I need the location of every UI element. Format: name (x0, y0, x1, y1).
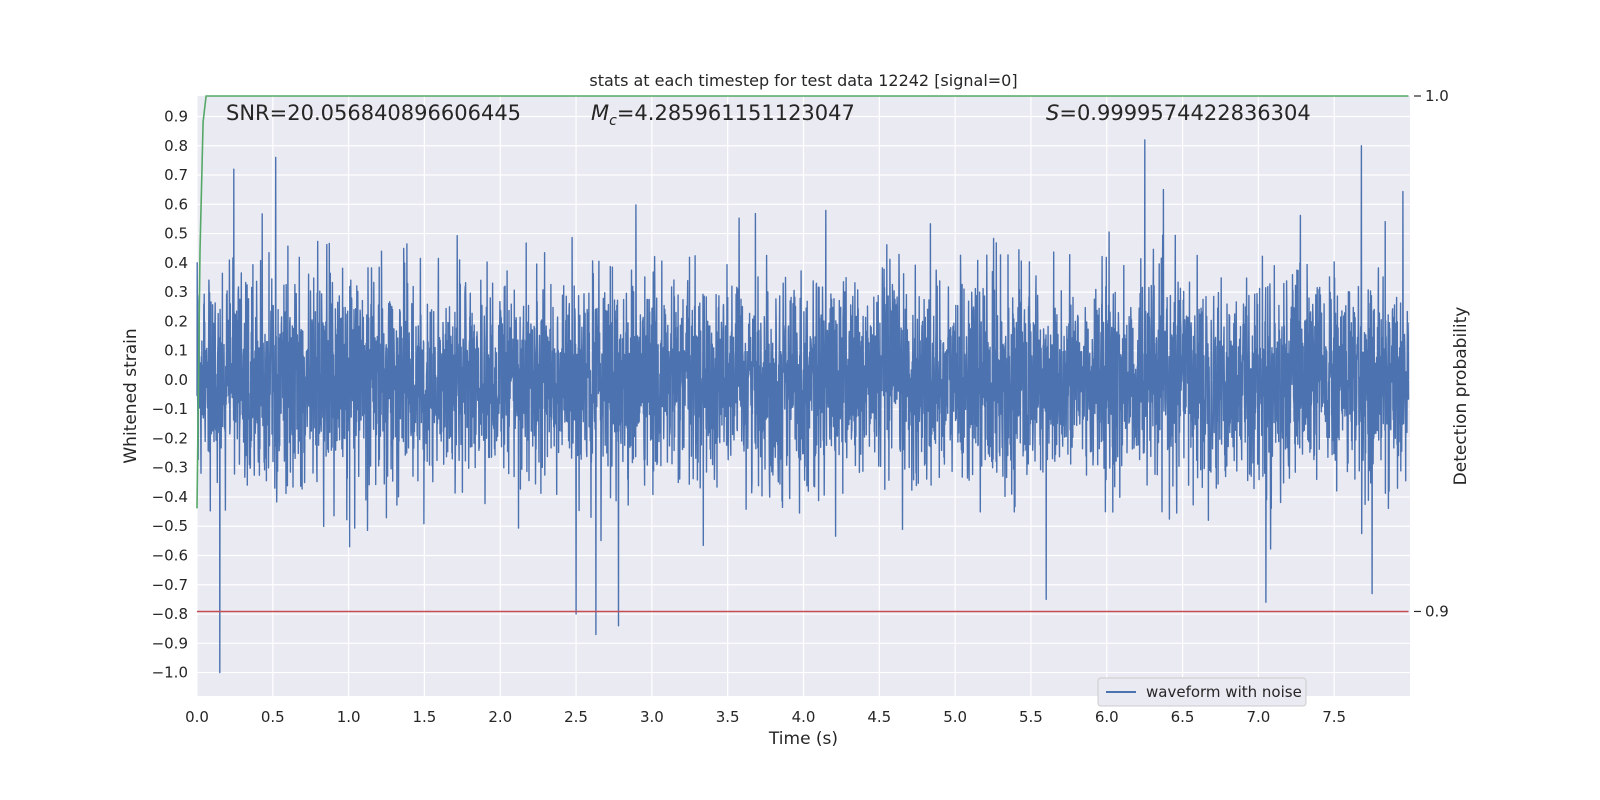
chirp-mass-value: =4.285961151123047 (617, 101, 855, 125)
right-axis-ticks: 1.0 0.9 (1414, 87, 1449, 620)
y-tick-label: 0.8 (164, 137, 188, 155)
x-axis-ticks: 0.0 0.5 1.0 1.5 2.0 2.5 3.0 3.5 4.0 4.5 5.0 5.5 6.0 6… (185, 708, 1346, 726)
waveform-line (196, 139, 1410, 674)
x-tick-label: 1.0 (337, 708, 361, 726)
legend-label: waveform with noise (1146, 683, 1302, 701)
y-tick-label: 0.5 (164, 225, 188, 243)
x-tick-label: 0.0 (185, 708, 209, 726)
legend: waveform with noise (1097, 677, 1307, 707)
x-tick-label: 6.0 (1095, 708, 1119, 726)
statistic-value: =0.9999574422836304 (1059, 101, 1310, 125)
x-tick-label: 2.0 (488, 708, 512, 726)
y-axis-label: Whitened strain (121, 328, 141, 463)
y-tick-label: −0.1 (152, 400, 188, 418)
x-tick-label: 3.5 (716, 708, 740, 726)
y-tick-label: −0.5 (152, 517, 188, 535)
y-axis-ticks: 0.9 0.8 0.7 0.6 0.5 0.4 0.3 0.2 0.1 0.0 −0.1 −0.2 −0… (152, 107, 188, 681)
chirp-mass-subscript: c (609, 113, 617, 129)
y-tick-label: −0.8 (152, 605, 188, 623)
y-tick-label: −0.2 (152, 429, 188, 447)
y-tick-label: 0.6 (164, 195, 188, 213)
x-tick-label: 2.5 (564, 708, 588, 726)
y-tick-label: −0.3 (152, 459, 188, 477)
y-tick-label: 0.9 (164, 107, 188, 125)
right-axis-label: Detection probability (1451, 307, 1471, 486)
detection-probability-line (196, 95, 1409, 509)
x-tick-label: 1.5 (413, 708, 437, 726)
y-tick-label: 0.1 (164, 342, 188, 360)
y-tick-label: −0.4 (152, 488, 188, 506)
x-tick-label: 4.5 (867, 708, 891, 726)
y-tick-label: 0.7 (164, 166, 188, 184)
x-tick-label: 7.0 (1246, 708, 1270, 726)
y-tick-label: 0.2 (164, 312, 188, 330)
chirp-mass-annotation: Mc=4.285961151123047 (591, 101, 855, 129)
legend-box (1097, 677, 1307, 707)
x-tick-label: 7.5 (1322, 708, 1346, 726)
x-tick-label: 3.0 (640, 708, 664, 726)
y-tick-label: −0.7 (152, 576, 188, 594)
statistic-symbol: S (1046, 101, 1059, 125)
y-tick-label: −0.9 (152, 634, 188, 652)
right-tick-label: 0.9 (1425, 602, 1449, 620)
y-tick-label: 0.3 (164, 283, 188, 301)
x-axis-label: Time (s) (768, 729, 838, 749)
detection-statistic-annotation: S=0.9999574422836304 (1046, 101, 1311, 125)
snr-annotation: SNR=20.056840896606445 (226, 101, 521, 125)
y-tick-label: −1.0 (152, 664, 188, 682)
x-tick-label: 0.5 (261, 708, 285, 726)
probability-series (196, 95, 1409, 613)
chirp-mass-symbol: M (591, 101, 609, 125)
right-tick-label: 1.0 (1425, 87, 1449, 105)
x-tick-label: 5.0 (943, 708, 967, 726)
x-tick-label: 5.5 (1019, 708, 1043, 726)
waveform-series (196, 139, 1410, 674)
y-tick-label: 0.0 (164, 371, 188, 389)
x-tick-label: 4.0 (792, 708, 816, 726)
y-tick-label: 0.4 (164, 254, 188, 272)
y-tick-label: −0.6 (152, 547, 188, 565)
chart-title: stats at each timestep for test data 122… (589, 71, 1017, 90)
x-tick-label: 6.5 (1171, 708, 1195, 726)
